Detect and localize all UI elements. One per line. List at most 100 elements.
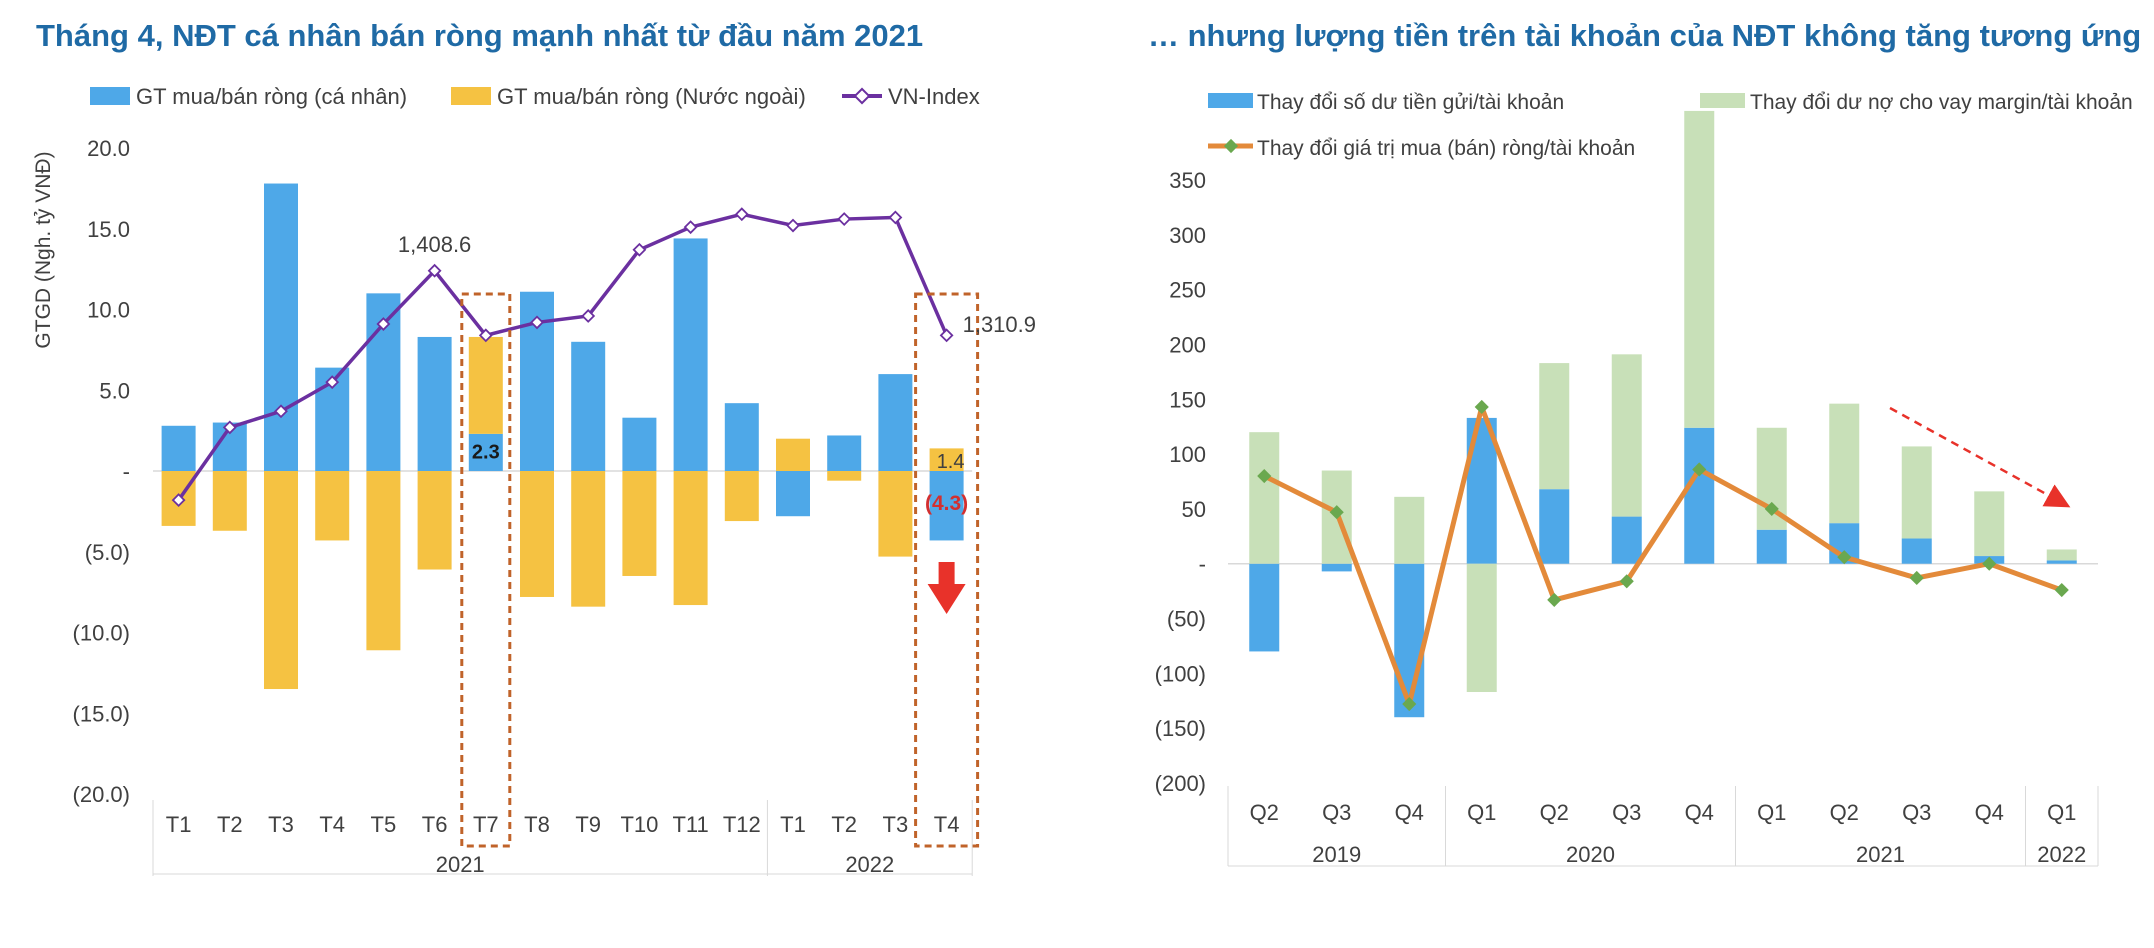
legend-marker-vnindex xyxy=(853,87,871,105)
right-y-tick-label: (50) xyxy=(1167,607,1206,632)
right-bar-margin xyxy=(1974,491,2005,557)
left-y-tick-label: - xyxy=(123,459,130,484)
legend-swatch-individual xyxy=(90,87,130,105)
right-bar-deposit xyxy=(1249,563,1280,652)
left-group-label: 2022 xyxy=(845,852,894,877)
right-x-tick-label: Q3 xyxy=(1612,800,1641,825)
right-x-tick-label: Q3 xyxy=(1322,800,1351,825)
right-y-tick-label: 150 xyxy=(1169,387,1206,412)
left-x-tick-label: T11 xyxy=(672,812,708,837)
left-highlight-box xyxy=(460,292,512,848)
legend-label-netbuy: Thay đổi giá trị mua (bán) ròng/tài khoả… xyxy=(1257,137,1635,160)
left-bar-individual xyxy=(264,183,298,471)
left-annotation-t4-individual: (4.3) xyxy=(925,492,968,515)
left-x-tick-label: T1 xyxy=(166,812,192,837)
right-marker-netbuy xyxy=(1692,462,1707,477)
right-x-tick-label: Q2 xyxy=(1830,800,1859,825)
right-legend: Thay đổi số dư tiền gửi/tài khoản Thay đ… xyxy=(1208,91,2133,160)
left-bar-foreign xyxy=(417,471,452,570)
legend-label-foreign: GT mua/bán ròng (Nước ngoài) xyxy=(497,84,806,109)
left-bar-individual xyxy=(929,471,964,541)
left-y-tick-label: 20.0 xyxy=(87,136,130,161)
left-marker-vnindex xyxy=(734,207,749,222)
left-x-tick-label: T6 xyxy=(422,812,448,837)
right-x-tick-label: Q4 xyxy=(1685,800,1714,825)
right-bar-deposit xyxy=(1611,516,1642,564)
left-marker-vnindex xyxy=(222,420,237,435)
right-group-label: 2020 xyxy=(1566,842,1615,867)
left-bar-individual xyxy=(827,435,862,471)
left-marker-vnindex xyxy=(888,210,903,225)
right-group-label: 2022 xyxy=(2037,842,2086,867)
right-bar-deposit xyxy=(1901,538,1932,564)
left-x-tick-label: T9 xyxy=(575,812,601,837)
right-y-tick-label: 200 xyxy=(1169,332,1206,357)
left-bar-foreign xyxy=(264,471,298,690)
right-x-tick-label: Q1 xyxy=(1757,800,1786,825)
left-chart-title: Tháng 4, NĐT cá nhân bán ròng mạnh nhất … xyxy=(36,18,923,53)
right-bar-margin xyxy=(1684,110,1715,428)
left-x-tick-label: T2 xyxy=(217,812,243,837)
left-bar-individual xyxy=(622,417,657,471)
left-x-tick-label: T1 xyxy=(780,812,806,837)
right-marker-netbuy xyxy=(1837,550,1852,565)
right-marker-netbuy xyxy=(1474,399,1489,415)
left-legend: GT mua/bán ròng (cá nhân) GT mua/bán ròn… xyxy=(90,84,980,109)
left-bar-foreign xyxy=(827,471,862,481)
left-x-tick-label: T2 xyxy=(831,812,857,837)
legend-label-individual: GT mua/bán ròng (cá nhân) xyxy=(136,84,407,109)
left-y-tick-label: (15.0) xyxy=(73,701,130,726)
right-group-label: 2021 xyxy=(1856,842,1905,867)
left-marker-vnindex xyxy=(478,328,493,343)
left-marker-vnindex xyxy=(274,404,288,419)
right-x-tick-label: Q1 xyxy=(2047,800,2076,825)
right-bar-margin xyxy=(1539,363,1570,490)
left-marker-vnindex xyxy=(632,242,647,257)
right-chart: 350 300 250 200 150 100 50 - (50) (100) (150) (200)… xyxy=(1155,110,2099,867)
left-bar-individual xyxy=(724,403,759,471)
legend-swatch-foreign xyxy=(451,87,491,105)
left-group-label: 2021 xyxy=(436,852,485,877)
left-bar-individual xyxy=(468,433,503,471)
left-marker-vnindex xyxy=(530,315,544,330)
left-y-tick-label: (10.0) xyxy=(73,621,130,646)
right-bar-deposit xyxy=(1684,427,1715,564)
left-line-vnindex xyxy=(177,212,949,502)
left-highlight-box xyxy=(914,292,980,848)
left-bar-individual xyxy=(161,425,196,471)
right-marker-netbuy xyxy=(1909,570,1924,586)
right-line-netbuy xyxy=(1263,404,2063,707)
left-x-tick-label: T3 xyxy=(883,812,909,837)
left-x-tick-label: T5 xyxy=(371,812,397,837)
left-marker-vnindex xyxy=(427,263,442,278)
right-x-tick-label: Q4 xyxy=(1395,800,1424,825)
left-bar-individual xyxy=(776,471,810,517)
right-bar-margin xyxy=(1901,446,1932,539)
right-y-tick-label: 50 xyxy=(1182,497,1206,522)
right-x-tick-label: Q3 xyxy=(1902,800,1931,825)
left-marker-vnindex xyxy=(786,218,800,233)
right-bar-margin xyxy=(1394,496,1425,564)
right-bar-deposit xyxy=(2046,560,2077,564)
legend-label-margin: Thay đổi dư nợ cho vay margin/tài khoản xyxy=(1750,91,2133,114)
left-bar-foreign xyxy=(878,471,913,557)
left-marker-vnindex xyxy=(376,317,391,331)
right-y-tick-label: 250 xyxy=(1169,278,1206,303)
left-x-tick-label: T10 xyxy=(620,812,658,837)
right-trend-arrow xyxy=(1889,406,2071,508)
right-y-tick-label: 350 xyxy=(1169,168,1206,193)
right-bar-deposit xyxy=(1321,563,1352,572)
legend-marker-netbuy xyxy=(1223,138,1239,154)
right-bar-margin xyxy=(2046,549,2077,561)
right-bar-deposit xyxy=(1756,529,1787,564)
right-x-tick-label: Q2 xyxy=(1250,800,1279,825)
left-marker-vnindex xyxy=(581,309,596,323)
left-bar-foreign xyxy=(571,471,606,607)
left-bar-foreign xyxy=(622,471,657,576)
left-bar-foreign xyxy=(673,471,708,606)
right-y-tick-label: (150) xyxy=(1155,716,1206,741)
legend-swatch-deposit xyxy=(1208,93,1253,108)
left-bar-foreign xyxy=(776,438,810,471)
